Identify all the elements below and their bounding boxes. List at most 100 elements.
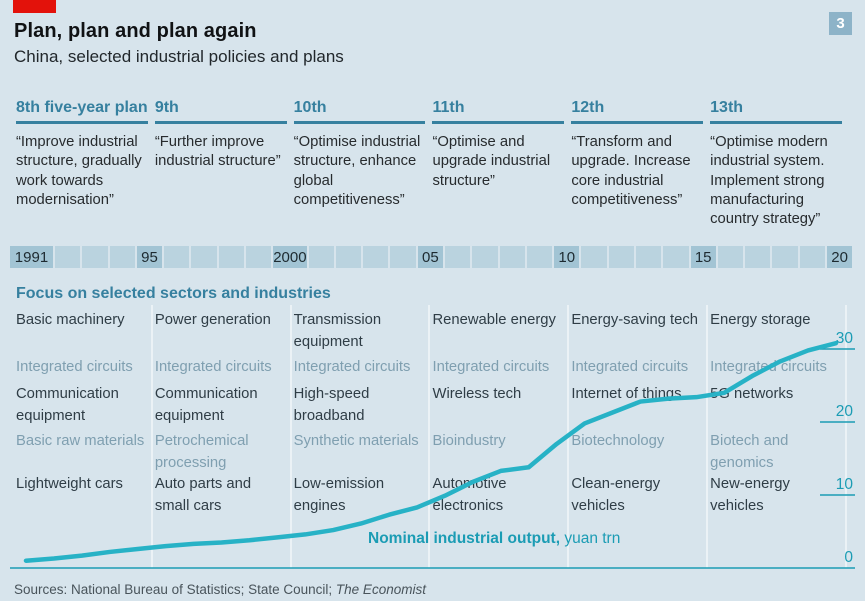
column-separator	[706, 305, 708, 568]
sector-cell-r5-c5: Clean-energy vehicles	[571, 476, 661, 514]
sector-cell-r2-c4: Integrated circuits	[432, 359, 550, 375]
sources-publisher: The Economist	[335, 582, 426, 597]
plan-label: 8th five-year plan	[16, 99, 148, 116]
sector-cell-r2-c3: Integrated circuits	[293, 359, 411, 375]
sector-cell-r1-c6: Energy storage	[710, 312, 811, 328]
plan-quote: “Improve industrial structure, gradually…	[16, 134, 142, 208]
plan-underline	[293, 121, 426, 124]
plan-underline	[154, 121, 287, 124]
plan-label: 9th	[154, 99, 179, 116]
sector-cell-r5-c2: Auto parts and small cars	[154, 476, 252, 514]
sector-cell-r3-c1: Communication equipment	[16, 386, 119, 424]
year-cell	[799, 246, 825, 268]
plan-underline	[571, 121, 704, 124]
year-cell-95: 95	[136, 246, 163, 268]
column-separator	[428, 305, 431, 568]
sources-text: Sources: National Bureau of Statistics; …	[14, 582, 336, 597]
sector-cell-r2-c6: Integrated circuits	[710, 359, 827, 375]
sector-cell-r1-c2: Power generation	[154, 312, 271, 328]
plan-column-4: 11th “Optimise and upgrade industrial str…	[432, 99, 571, 229]
year-axis-strip: 1991 95 2000 05 10 15 20	[10, 246, 853, 268]
year-cell	[218, 246, 244, 268]
plan-column-3: 10th “Optimise industrial structure, enha…	[293, 99, 433, 229]
year-cell	[663, 246, 689, 268]
series-label-unit: yuan trn	[560, 530, 621, 547]
sector-cell-r3-c3: High-speed broadband	[293, 386, 370, 424]
year-cell	[717, 246, 744, 268]
year-cell-2000: 2000	[273, 246, 307, 268]
year-cell	[635, 246, 662, 268]
column-separator	[567, 305, 570, 568]
year-cell	[191, 246, 217, 268]
brand-red-tab	[13, 0, 56, 13]
sector-cell-r3-c6: 5G networks	[710, 386, 794, 402]
sector-cell-r4-c4: Bioindustry	[432, 433, 506, 449]
plan-column-5: 12th “Transform and upgrade. Increase cor…	[571, 99, 710, 229]
plan-column-6: 13th “Optimise modern industrial system. …	[710, 99, 849, 229]
sector-cell-r2-c2: Integrated circuits	[154, 359, 272, 375]
sector-cell-r4-c3: Synthetic materials	[293, 433, 419, 449]
plan-label: 10th	[293, 99, 327, 116]
sector-cell-r5-c1: Lightweight cars	[16, 476, 123, 492]
plan-label: 12th	[571, 99, 605, 116]
year-cell	[335, 246, 362, 268]
year-cell	[82, 246, 108, 268]
plan-underline	[16, 121, 148, 124]
year-cell	[581, 246, 607, 268]
column-separator	[150, 305, 153, 568]
sector-cell-r4-c6: Biotech and genomics	[710, 433, 789, 471]
year-cell	[608, 246, 634, 268]
series-label: Nominal industrial output, yuan trn	[368, 530, 620, 548]
column-separator	[289, 305, 292, 568]
year-cell-10: 10	[554, 246, 580, 268]
plan-quote: “Optimise modern industrial system. Impl…	[710, 134, 828, 228]
plan-column-1: 8th five-year plan “Improve industrial st…	[16, 99, 155, 229]
plan-quote: “Transform and upgrade. Increase core in…	[571, 134, 691, 208]
year-cell	[245, 246, 272, 268]
plan-label: 11th	[432, 99, 465, 116]
series-label-name: Nominal industrial output,	[368, 530, 561, 547]
sector-cell-r3-c2: Communication equipment	[154, 386, 258, 424]
plan-underline	[432, 121, 565, 124]
year-cell-1991: 1991	[10, 246, 53, 268]
year-cell	[499, 246, 525, 268]
five-year-plans-row: 8th five-year plan “Improve industrial st…	[16, 99, 849, 229]
figure-number-badge: 3	[829, 12, 852, 35]
sector-cell-r5-c6: New-energy vehicles	[710, 476, 790, 514]
sector-cell-r1-c1: Basic machinery	[16, 312, 125, 328]
plan-label: 13th	[710, 99, 744, 116]
sources-line: Sources: National Bureau of Statistics; …	[14, 582, 426, 597]
sector-cell-r2-c5: Integrated circuits	[571, 359, 689, 375]
sector-cell-r2-c1: Integrated circuits	[16, 359, 133, 375]
sector-cell-r3-c5: Internet of things	[571, 386, 682, 402]
year-cell	[54, 246, 81, 268]
page-title: Plan, plan and plan again	[14, 20, 257, 42]
sector-cell-r5-c3: Low-emission engines	[293, 476, 385, 514]
sector-cell-r1-c4: Renewable energy	[432, 312, 556, 328]
plan-quote: “Optimise and upgrade industrial structu…	[432, 134, 551, 189]
year-cell-20: 20	[826, 246, 853, 268]
year-cell	[745, 246, 771, 268]
plan-column-2: 9th “Further improve industrial structure…	[154, 99, 294, 229]
year-cell	[772, 246, 798, 268]
sector-grid: Basic machinery Power generation Transmiss…	[16, 310, 849, 536]
year-cell	[445, 246, 471, 268]
plan-quote: “Optimise industrial structure, enhance …	[293, 134, 421, 208]
year-cell	[526, 246, 553, 268]
sector-cell-r1-c5: Energy-saving tech	[571, 312, 698, 328]
sector-cell-r4-c5: Biotechnology	[571, 433, 665, 449]
sector-cell-r5-c4: Automotive electronics	[432, 476, 507, 514]
year-cell	[109, 246, 135, 268]
plan-underline	[710, 121, 842, 124]
year-cell	[164, 246, 190, 268]
year-cell	[308, 246, 334, 268]
year-cell	[472, 246, 498, 268]
year-cell	[363, 246, 389, 268]
year-cell-15: 15	[690, 246, 716, 268]
year-cell	[390, 246, 416, 268]
sector-cell-r3-c4: Wireless tech	[432, 386, 522, 402]
plan-quote: “Further improve industrial structure”	[154, 134, 281, 170]
column-separator	[844, 305, 847, 568]
page-subtitle: China, selected industrial policies and …	[14, 47, 344, 66]
